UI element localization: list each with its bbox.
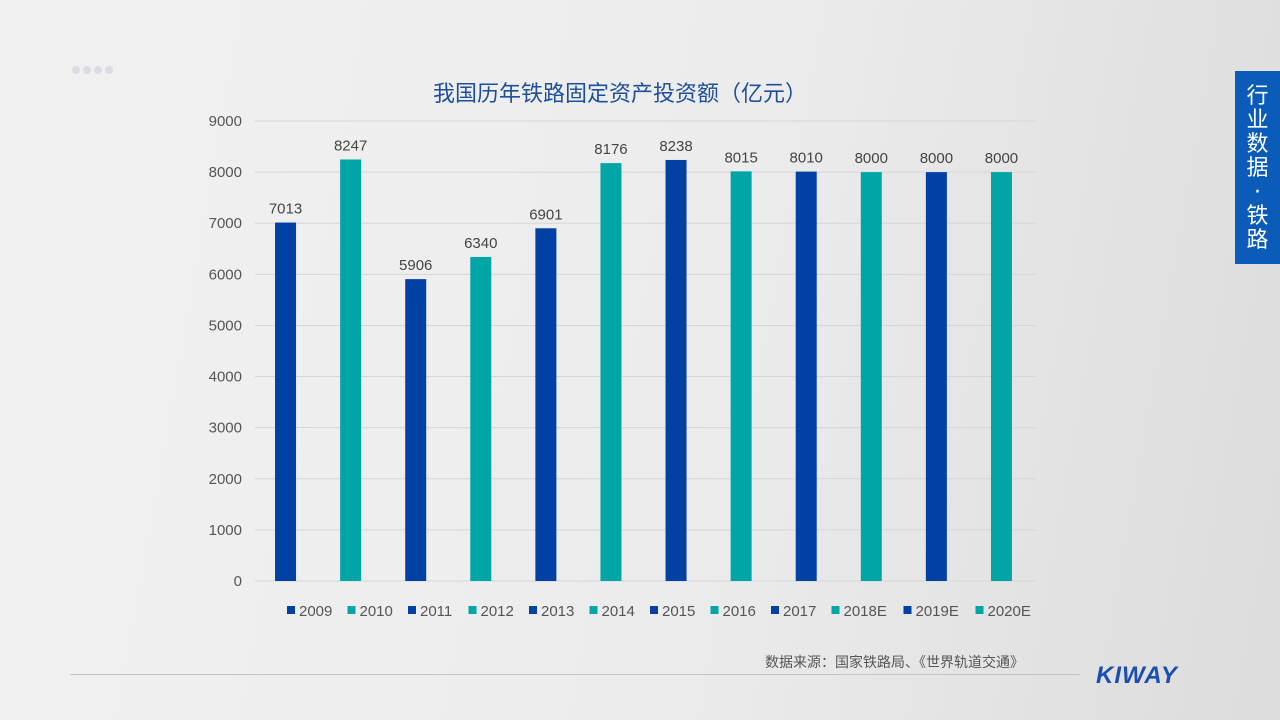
data-label: 8000 — [920, 150, 953, 167]
legend-swatch — [408, 606, 416, 614]
bar-2012 — [470, 256, 492, 581]
legend-swatch — [529, 606, 537, 614]
data-label: 8000 — [855, 150, 888, 167]
bar-2018E — [860, 172, 882, 581]
section-tab-label: 行业数据·铁路 — [1246, 84, 1269, 253]
data-label: 8000 — [985, 150, 1018, 167]
kiway-logo: KIWAY — [1096, 662, 1178, 689]
legend-label: 2009 — [299, 603, 332, 620]
legend-label: 2010 — [360, 603, 393, 620]
legend-swatch — [903, 606, 912, 614]
data-label: 8247 — [334, 137, 367, 154]
data-label: 5906 — [399, 257, 432, 274]
bar-2017 — [795, 171, 817, 581]
y-tick-label: 1000 — [209, 522, 242, 539]
data-source: 数据来源：国家铁路局、《世界轨道交通》 — [765, 655, 1024, 671]
y-tick-label: 6000 — [209, 266, 242, 283]
bar-2019E — [925, 172, 947, 581]
data-label: 8010 — [790, 150, 823, 167]
bar-2009 — [275, 222, 297, 581]
bar-2020E — [990, 172, 1012, 581]
legend-label: 2012 — [481, 603, 514, 620]
data-label: 6340 — [464, 235, 497, 252]
data-label: 8015 — [724, 149, 757, 166]
y-tick-label: 4000 — [209, 369, 242, 386]
legend-label: 2018E — [844, 603, 887, 620]
legend-label: 2019E — [916, 603, 959, 620]
data-label: 8176 — [594, 141, 627, 158]
legend-label: 2020E — [988, 603, 1031, 620]
y-tick-label: 5000 — [209, 317, 242, 334]
legend-label: 2017 — [783, 603, 816, 620]
bar-2016 — [730, 171, 752, 581]
legend-swatch — [287, 606, 295, 614]
chart-title: 我国历年铁路固定资产投资额（亿元） — [432, 82, 807, 107]
y-tick-label: 8000 — [209, 164, 242, 181]
legend-label: 2014 — [602, 603, 635, 620]
legend-swatch — [347, 606, 356, 614]
bar-2014 — [600, 163, 622, 582]
bar-2013 — [535, 228, 557, 581]
y-tick-label: 9000 — [209, 113, 242, 130]
y-tick-label: 3000 — [209, 420, 242, 437]
data-label: 7013 — [269, 201, 302, 218]
legend-swatch — [589, 606, 598, 614]
legend-swatch — [771, 606, 779, 614]
y-tick-label: 7000 — [209, 215, 242, 232]
legend-swatch — [975, 606, 984, 614]
legend-swatch — [831, 606, 840, 614]
footer-divider — [70, 674, 1080, 675]
legend-swatch — [468, 606, 477, 614]
bar-2011 — [405, 279, 427, 581]
bar-2015 — [665, 159, 687, 582]
decorative-dots — [72, 66, 113, 74]
y-tick-label: 2000 — [209, 471, 242, 488]
legend-label: 2016 — [723, 603, 756, 620]
bar-2010 — [340, 159, 362, 581]
legend-swatch — [650, 606, 658, 614]
legend-label: 2013 — [541, 603, 574, 620]
data-label: 6901 — [529, 206, 562, 223]
data-label: 8238 — [659, 138, 692, 155]
y-tick-label: 0 — [234, 573, 242, 590]
legend-label: 2011 — [420, 603, 452, 620]
section-tab: 行业数据·铁路 — [1235, 71, 1280, 264]
legend-label: 2015 — [662, 603, 695, 620]
legend-swatch — [710, 606, 719, 614]
